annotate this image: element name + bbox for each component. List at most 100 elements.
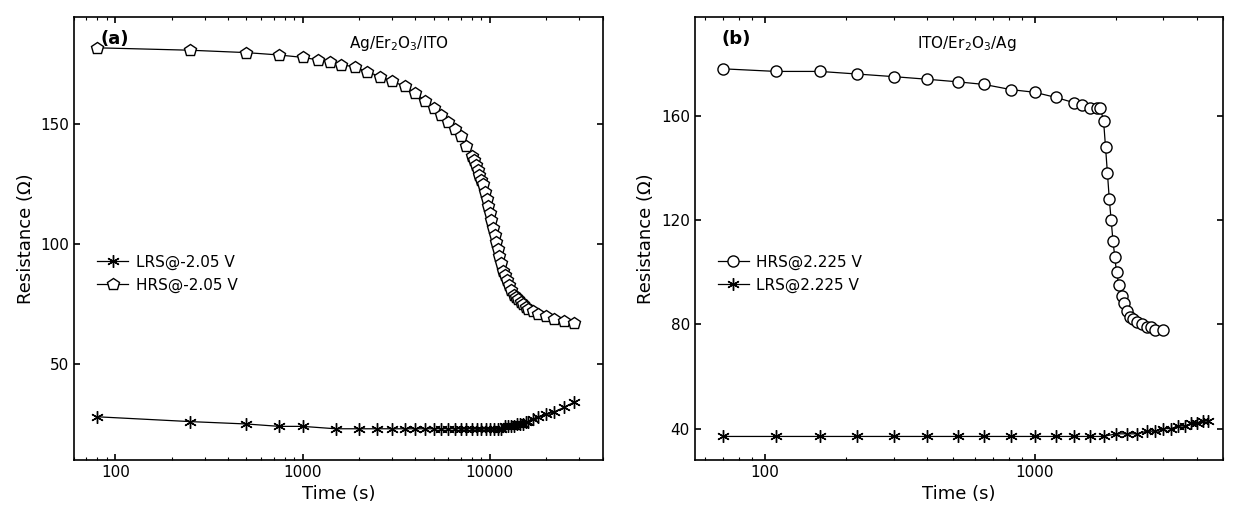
LRS@-2.05 V [521,419,536,425]
LRS@-2.05 V [497,423,512,430]
HRS@2.225 V [1135,321,1149,328]
LRS@-2.05 V [503,423,518,430]
HRS@2.225 V [1027,89,1042,95]
HRS@2.225 V [1107,253,1122,259]
LRS@2.225 V [1171,423,1185,429]
LRS@-2.05 V [464,426,479,432]
LRS@-2.05 V [507,423,522,430]
HRS@2.225 V [1096,118,1111,124]
HRS@2.225 V [1148,327,1163,333]
Text: ITO/Er$_2$O$_3$/Ag: ITO/Er$_2$O$_3$/Ag [916,34,1017,54]
LRS@-2.05 V [448,426,463,432]
LRS@-2.05 V [182,419,197,425]
LRS@2.225 V [1027,433,1042,439]
HRS@2.225 V [1102,196,1117,202]
Text: (a): (a) [100,30,129,48]
LRS@2.225 V [1049,433,1064,439]
HRS@-2.05 V [470,167,485,173]
LRS@-2.05 V [494,426,508,432]
LRS@2.225 V [887,433,901,439]
HRS@2.225 V [1092,105,1107,111]
HRS@2.225 V [1104,217,1118,223]
HRS@2.225 V [1120,308,1135,315]
Legend: LRS@-2.05 V, HRS@-2.05 V: LRS@-2.05 V, HRS@-2.05 V [98,255,237,293]
HRS@2.225 V [1140,324,1154,330]
LRS@2.225 V [1130,431,1145,437]
LRS@-2.05 V [295,423,310,430]
LRS@2.225 V [1004,433,1019,439]
LRS@2.225 V [951,433,966,439]
HRS@2.225 V [1126,316,1141,322]
LRS@2.225 V [1184,420,1199,426]
LRS@2.225 V [1178,423,1193,429]
LRS@-2.05 V [486,426,501,432]
HRS@2.225 V [1106,238,1121,244]
HRS@2.225 V [920,76,935,82]
HRS@2.225 V [1117,301,1132,307]
HRS@2.225 V [1004,86,1019,93]
HRS@-2.05 V [239,49,254,56]
LRS@-2.05 V [441,426,456,432]
LRS@-2.05 V [434,426,449,432]
HRS@2.225 V [1075,102,1090,109]
LRS@2.225 V [1195,418,1210,424]
HRS@2.225 V [1099,144,1114,150]
LRS@-2.05 V [272,423,286,430]
HRS@-2.05 V [272,52,286,58]
LRS@-2.05 V [397,426,412,432]
LRS@-2.05 V [531,414,546,420]
Line: HRS@-2.05 V: HRS@-2.05 V [91,42,580,330]
HRS@2.225 V [1049,94,1064,100]
LRS@-2.05 V [239,421,254,427]
LRS@-2.05 V [352,426,367,432]
HRS@2.225 V [715,66,730,72]
LRS@2.225 V [812,433,827,439]
HRS@2.225 V [1083,105,1097,111]
LRS@-2.05 V [516,421,531,427]
LRS@2.225 V [1109,431,1123,437]
HRS@2.225 V [1143,324,1158,330]
LRS@2.225 V [977,433,992,439]
HRS@-2.05 V [567,320,582,327]
HRS@2.225 V [1156,327,1171,333]
Y-axis label: Resistance (Ω): Resistance (Ω) [16,173,35,304]
LRS@2.225 V [849,433,864,439]
HRS@2.225 V [1100,170,1115,176]
LRS@2.225 V [1140,428,1154,434]
LRS@2.225 V [1083,433,1097,439]
LRS@-2.05 V [490,426,505,432]
HRS@2.225 V [812,68,827,74]
Text: Ag/Er$_2$O$_3$/ITO: Ag/Er$_2$O$_3$/ITO [348,34,449,54]
Y-axis label: Resistance (Ω): Resistance (Ω) [637,173,655,304]
LRS@-2.05 V [91,414,105,420]
HRS@2.225 V [1122,314,1137,320]
LRS@-2.05 V [567,399,582,406]
HRS@2.225 V [1066,100,1081,106]
HRS@-2.05 V [91,45,105,51]
LRS@2.225 V [1189,420,1204,426]
LRS@-2.05 V [518,419,533,425]
LRS@-2.05 V [427,426,441,432]
Text: (b): (b) [722,30,750,48]
X-axis label: Time (s): Time (s) [301,485,374,503]
Line: LRS@2.225 V: LRS@2.225 V [717,414,1215,443]
LRS@2.225 V [1148,428,1163,434]
LRS@-2.05 V [454,426,469,432]
LRS@2.225 V [1066,433,1081,439]
LRS@-2.05 V [474,426,489,432]
HRS@2.225 V [1090,105,1105,111]
LRS@-2.05 V [501,423,516,430]
LRS@2.225 V [1120,431,1135,437]
X-axis label: Time (s): Time (s) [923,485,996,503]
LRS@-2.05 V [370,426,384,432]
LRS@-2.05 V [479,426,494,432]
LRS@-2.05 V [384,426,399,432]
Line: LRS@-2.05 V: LRS@-2.05 V [91,396,580,435]
LRS@2.225 V [769,433,784,439]
LRS@-2.05 V [482,426,497,432]
HRS@2.225 V [1111,282,1126,289]
LRS@-2.05 V [512,421,527,427]
LRS@2.225 V [1156,425,1171,432]
HRS@-2.05 V [496,267,511,274]
LRS@-2.05 V [547,409,562,415]
